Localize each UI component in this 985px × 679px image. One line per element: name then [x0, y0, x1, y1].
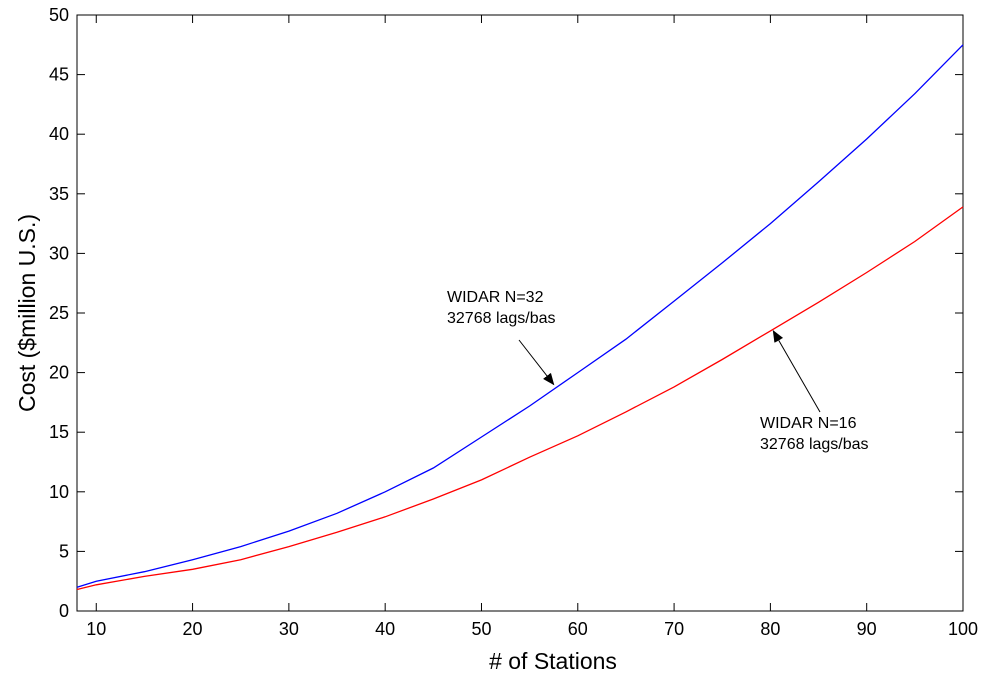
annotation-layer: WIDAR N=32 32768 lags/bas WIDAR N=16 32768 … [447, 289, 869, 453]
y-tick-label: 50 [49, 5, 69, 25]
annotation-2-arrow [772, 330, 821, 413]
x-tick-label: 40 [375, 619, 395, 639]
x-tick-label: 80 [760, 619, 780, 639]
annotation-2-line-1: WIDAR N=16 [760, 415, 857, 432]
x-tick-label: 60 [568, 619, 588, 639]
x-axis-title: # of Stations [489, 648, 617, 674]
annotation-1-line-1: WIDAR N=32 [447, 289, 544, 306]
y-tick-label: 0 [59, 601, 69, 621]
y-tick-label: 40 [49, 124, 69, 144]
y-tick-label: 30 [49, 243, 69, 263]
series-layer [76, 44, 964, 591]
y-tick-label: 5 [59, 541, 69, 561]
x-tick-label: 20 [183, 619, 203, 639]
y-tick-label: 25 [49, 303, 69, 323]
annotation-1-arrow [518, 339, 555, 386]
annotation-2-line-2: 32768 lags/bas [760, 436, 869, 453]
y-axis-title: Cost ($million U.S.) [14, 214, 40, 412]
x-tick-label: 70 [664, 619, 684, 639]
annotation-1-line-2: 32768 lags/bas [447, 310, 556, 327]
y-tick-label: 15 [49, 422, 69, 442]
series-line-2 [76, 206, 964, 591]
x-tick-label: 30 [279, 619, 299, 639]
y-tick-label: 35 [49, 184, 69, 204]
y-tick-label: 45 [49, 65, 69, 85]
x-tick-label: 100 [948, 619, 978, 639]
x-tick-label: 10 [86, 619, 106, 639]
axis-ticks: 10 20 30 40 50 60 70 80 90 100 0 5 10 15 20 25 30 35 40 45 5… [49, 5, 978, 639]
plot-frame [76, 14, 964, 612]
x-tick-label: 90 [857, 619, 877, 639]
y-tick-label: 20 [49, 363, 69, 383]
series-line-1 [76, 44, 964, 588]
y-tick-label: 10 [49, 482, 69, 502]
x-tick-label: 50 [471, 619, 491, 639]
